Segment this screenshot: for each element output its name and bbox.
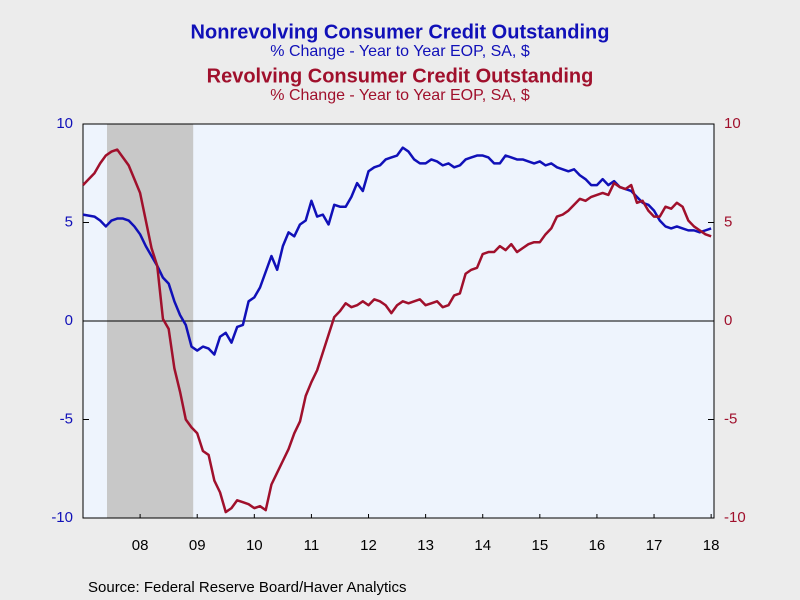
subtitle: % Change - Year to Year EOP, SA, $ [270, 87, 530, 104]
x-tick-label: 18 [703, 537, 720, 554]
source-note: Source: Federal Reserve Board/Haver Anal… [88, 579, 406, 596]
x-tick-label: 14 [474, 537, 491, 554]
y2-tick-label: -10 [724, 509, 746, 526]
x-tick-label: 15 [531, 537, 548, 554]
x-tick-label: 09 [189, 537, 206, 554]
series-line [82, 148, 712, 514]
x-tick-label: 13 [417, 537, 434, 554]
series-line [82, 146, 712, 356]
y2-tick-label: 0 [724, 312, 732, 329]
x-tick-label: 10 [246, 537, 263, 554]
y-tick-label: 0 [65, 312, 73, 329]
y-tick-label: 5 [65, 213, 73, 230]
title: Nonrevolving Consumer Credit Outstanding [191, 21, 610, 43]
y-tick-label: -10 [51, 509, 73, 526]
x-tick-label: 17 [646, 537, 663, 554]
title: Revolving Consumer Credit Outstanding [207, 65, 594, 87]
x-tick-label: 16 [589, 537, 606, 554]
y2-tick-label: 10 [724, 115, 741, 132]
x-tick-label: 08 [132, 537, 149, 554]
y2-tick-label: -5 [724, 410, 737, 427]
subtitle: % Change - Year to Year EOP, SA, $ [270, 43, 530, 60]
y-tick-label: -5 [60, 410, 73, 427]
y2-tick-label: 5 [724, 213, 732, 230]
y-tick-label: 10 [56, 115, 73, 132]
x-tick-label: 11 [304, 537, 320, 554]
x-tick-label: 12 [360, 537, 377, 554]
